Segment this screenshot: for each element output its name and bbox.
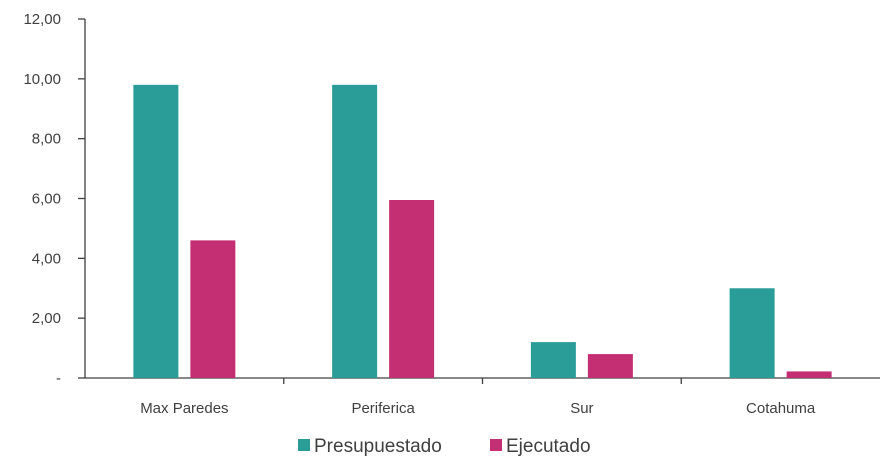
y-tick-label: 4,00 (32, 250, 61, 267)
legend-label: Presupuestado (314, 436, 442, 457)
y-axis: - 2,00 4,00 6,00 8,00 10,00 12,00 (23, 11, 86, 387)
legend-swatch (490, 439, 502, 451)
y-tick-label: 2,00 (32, 310, 61, 327)
legend-label: Ejecutado (506, 436, 591, 457)
x-category-label: Max Paredes (140, 400, 228, 417)
bars (133, 84, 832, 379)
x-axis: Max Paredes Periferica Sur Cotahuma (85, 377, 880, 417)
bar-presupuestado-sur (530, 342, 576, 378)
bar-presupuestado-max-paredes (133, 84, 179, 379)
bar-ejecutado-periferica (389, 199, 435, 378)
y-tick-label: 12,00 (23, 11, 61, 28)
y-tick-label: - (56, 370, 61, 387)
bar-ejecutado-sur (587, 354, 633, 378)
y-tick-label: 6,00 (32, 191, 61, 208)
bar-presupuestado-cotahuma (729, 288, 775, 378)
x-category-label: Periferica (351, 400, 415, 417)
bar-presupuestado-periferica (332, 84, 378, 379)
bar-ejecutado-cotahuma (786, 371, 832, 378)
y-tick-label: 10,00 (23, 71, 61, 88)
x-category-label: Cotahuma (746, 400, 816, 417)
x-category-label: Sur (570, 400, 593, 417)
bar-ejecutado-max-paredes (190, 240, 236, 378)
legend-swatch (298, 439, 310, 451)
legend: Presupuestado Ejecutado (298, 436, 591, 457)
y-tick-label: 8,00 (32, 131, 61, 148)
